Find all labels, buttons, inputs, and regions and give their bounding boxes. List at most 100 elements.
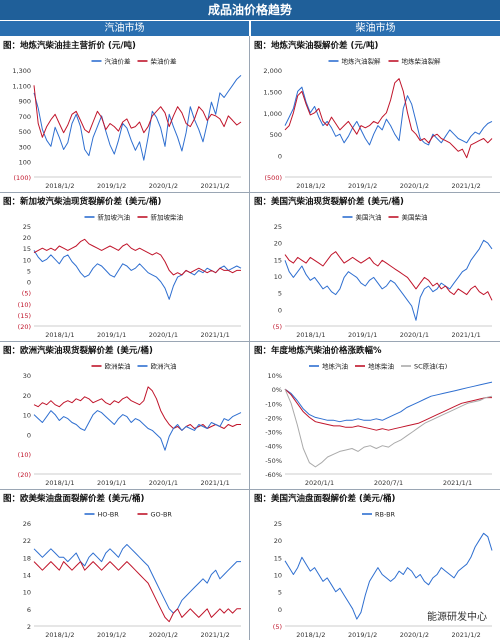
column-divider (249, 36, 250, 640)
x-tick-label: 2018/1/1 (296, 331, 325, 339)
series-line-2 (33, 410, 242, 451)
legend-label: 美国汽油 (356, 213, 382, 222)
y-tick-label: 15 (23, 245, 31, 253)
x-tick-label: 2020/1/1 (149, 479, 178, 487)
chart-title-3: 图：新加坡汽柴油现货裂解价差 (美元/桶) (3, 197, 162, 207)
row-divider-1 (0, 192, 500, 193)
y-tick-label: 1,100 (12, 82, 31, 90)
y-tick-label: 20 (23, 234, 31, 242)
y-tick-label: (100) (14, 174, 31, 182)
y-tick-label: -50% (265, 457, 282, 465)
y-tick-label: (5) (273, 623, 282, 631)
y-tick-label: -30% (265, 429, 282, 437)
y-tick-label: 15 (274, 554, 282, 562)
y-tick-label: 26 (23, 520, 31, 528)
chart-title-5: 图：欧洲汽柴油现货裂解价差 (美元/桶) (3, 346, 153, 356)
x-tick-label: 2018/1/2 (45, 182, 74, 190)
chart-title-8: 图：美国汽油盘面裂解价差 (美元/桶) (254, 494, 396, 504)
series-line-1 (284, 532, 493, 620)
x-tick-label: 2019/1/2 (97, 182, 126, 190)
y-tick-label: 900 (19, 98, 31, 106)
section-diesel-market: 柴油市场 (251, 21, 500, 36)
series-line-1 (284, 86, 493, 146)
x-tick-label: 2019/1/1 (348, 331, 377, 339)
y-tick-label: 2,000 (263, 67, 282, 75)
y-tick-label: 22 (23, 537, 31, 545)
x-tick-label: 2021/1/1 (201, 479, 230, 487)
x-tick-label: 2020/1/2 (400, 182, 429, 190)
y-tick-label: 500 (19, 128, 31, 136)
y-tick-label: 5 (278, 290, 282, 298)
legend-label: 新加坡汽油 (98, 213, 131, 222)
series-line-1 (33, 75, 242, 161)
row-divider-2 (0, 341, 500, 342)
section-gasoline-market: 汽油市场 (0, 21, 249, 36)
x-tick-label: 2020/1/2 (149, 182, 178, 190)
legend-label: 地炼汽油 (322, 362, 348, 371)
x-tick-label: 2018/1/1 (45, 479, 74, 487)
y-tick-label: 1,000 (263, 110, 282, 118)
y-tick-label: 100 (19, 159, 31, 167)
x-tick-label: 2019/1/2 (348, 631, 377, 639)
y-tick-label: 5 (278, 589, 282, 597)
chart-2-svg: 2,000 1,500 1,000 500 0 (500) 2018/1/2 2019/1/2… (263, 57, 493, 190)
chart-title-6: 图：年度地炼汽柴油价格涨跌幅% (254, 346, 382, 356)
legend-label: 地炼柴油 (368, 362, 394, 371)
x-tick-label: 2021/1/2 (452, 182, 481, 190)
y-tick-label: -20% (265, 414, 282, 422)
legend-label: 新加坡柴油 (151, 213, 184, 222)
x-tick-label: 2019/1/2 (348, 182, 377, 190)
legend-label: GO-BR (151, 511, 173, 519)
y-tick-label: 25 (23, 223, 31, 231)
watermark-text: 能源研发中心 (424, 607, 490, 624)
x-tick-label: 2020/1/1 (305, 479, 334, 487)
x-tick-label: 2020/1/1 (149, 331, 178, 339)
x-tick-label: 2020/1/2 (149, 631, 178, 639)
series-line-2 (284, 251, 493, 301)
y-tick-label: -60% (265, 471, 282, 479)
y-tick-label: 10 (23, 589, 31, 597)
series-line-1 (284, 239, 493, 321)
y-tick-label: 20 (274, 240, 282, 248)
chart-panel-8: 图：美国汽油盘面裂解价差 (美元/桶) 25 20 15 10 5 0 (5) 2018/1/… (251, 491, 500, 640)
y-tick-label: 500 (270, 131, 282, 139)
y-tick-label: (10) (18, 451, 31, 459)
y-tick-label: 10 (23, 412, 31, 420)
y-tick-label: (500) (265, 174, 282, 182)
y-tick-label: (20) (18, 323, 31, 331)
x-tick-label: 2018/1/2 (45, 631, 74, 639)
legend-label: 地炼汽油裂解 (342, 57, 382, 66)
y-tick-label: 0% (272, 386, 282, 394)
series-line-3 (284, 388, 493, 468)
y-tick-label: 10 (274, 273, 282, 281)
y-tick-label: 18 (23, 554, 31, 562)
legend-label: HO-BR (98, 511, 120, 519)
y-tick-label: 0 (27, 279, 31, 287)
legend-label: RB-BR (375, 511, 396, 519)
y-tick-label: (5) (273, 323, 282, 331)
chart-7-svg: 26 22 18 14 10 6 2 2018/1/2 2019/1/2 2020/1/2 2021… (23, 511, 241, 639)
series-line-2 (284, 388, 492, 431)
legend-label: 柴油价差 (151, 57, 178, 66)
y-tick-label: 5 (27, 267, 31, 275)
series-line-1 (284, 381, 493, 423)
chart-8-svg: 25 20 15 10 5 0 (5) 2018/1/2 2019/1/2 2020/1/2 202… (273, 511, 493, 639)
chart-3-svg: 25 20 15 10 5 0 (5) (10) (15) (20) 2018/1/1 2019/1/… (18, 213, 242, 339)
chart-panel-3: 图：新加坡汽柴油现货裂解价差 (美元/桶) 25 20 15 10 5 0 (5) (10) (… (0, 194, 249, 340)
y-tick-label: 0 (278, 606, 282, 614)
y-tick-label: 1,300 (12, 67, 31, 75)
chart-title-1: 图：地炼汽柴油挂主营折价 (元/吨) (3, 41, 136, 51)
chart-title-7: 图：欧美柴油盘面裂解价差 (美元/桶) (3, 494, 145, 504)
legend-label: 汽油价差 (105, 57, 132, 66)
x-tick-label: 2021/1/2 (452, 631, 481, 639)
series-line-2 (284, 78, 493, 159)
chart-title-2: 图：地炼汽柴油裂解价差 (元/吨) (254, 41, 379, 51)
series-line-2 (33, 561, 241, 623)
y-tick-label: 1,500 (263, 88, 282, 96)
legend-label: 欧洲柴油 (105, 362, 131, 371)
y-tick-label: 2 (27, 623, 31, 631)
legend-label: 欧洲汽油 (151, 362, 177, 371)
series-line-1 (33, 544, 241, 614)
chart-title-4: 图：美国汽柴油现货裂解价差 (美元/桶) (254, 197, 404, 207)
series-line-2 (33, 238, 241, 276)
